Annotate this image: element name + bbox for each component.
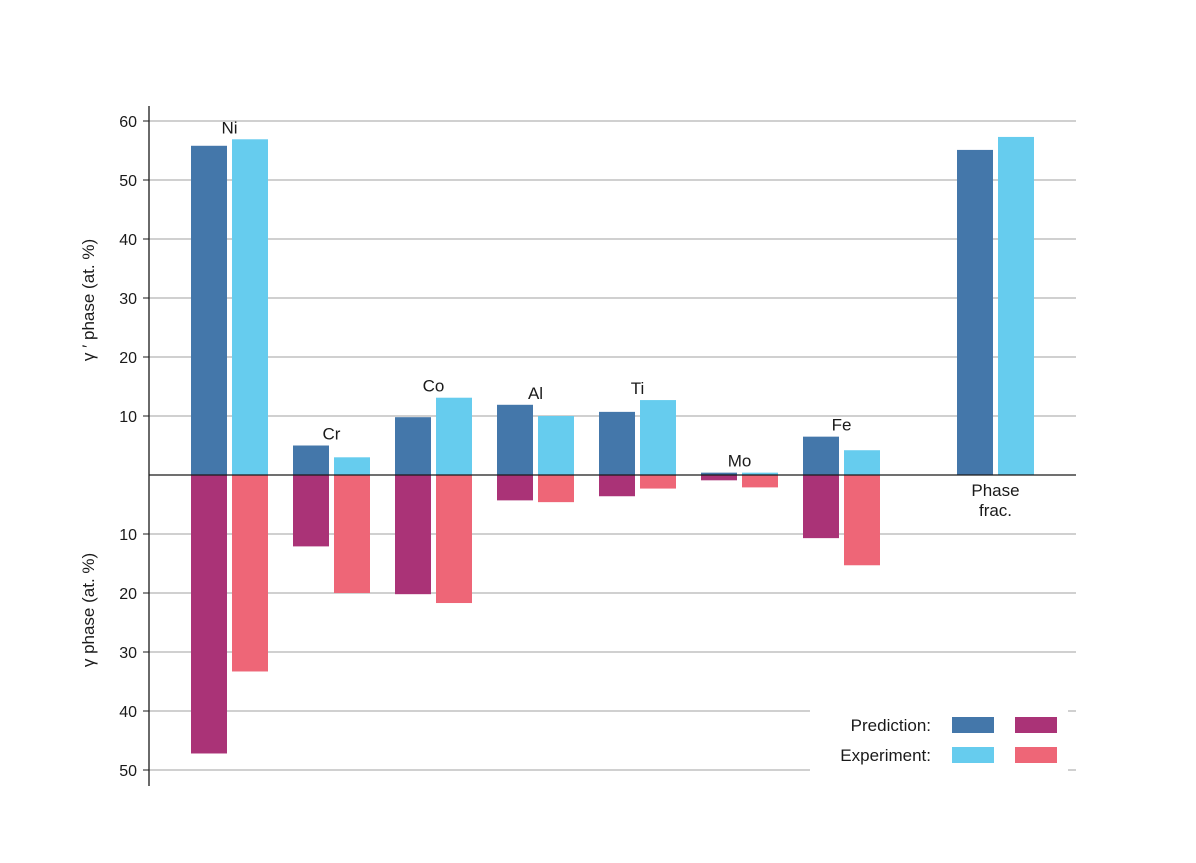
y-tick-label: 20 xyxy=(119,586,137,603)
bars-group xyxy=(191,136,1034,754)
bar-gamma-prime xyxy=(395,417,431,475)
category-label: Co xyxy=(423,377,445,396)
bar-gamma xyxy=(538,475,574,503)
bar-gamma-prime xyxy=(497,404,533,475)
bar-gamma-prime xyxy=(538,416,574,475)
legend-swatch xyxy=(1015,717,1057,733)
category-label: Phase xyxy=(971,481,1019,500)
bar-gamma-prime xyxy=(957,149,993,475)
y-tick-label: 30 xyxy=(119,291,137,308)
bar-gamma xyxy=(191,475,227,754)
bar-gamma-prime xyxy=(599,411,635,475)
y-tick-label: 10 xyxy=(119,409,137,426)
bar-gamma xyxy=(232,475,268,672)
bar-gamma xyxy=(293,475,329,547)
category-label: Ni xyxy=(221,118,237,137)
bar-gamma xyxy=(334,475,370,593)
bar-gamma xyxy=(701,475,737,481)
bar-gamma-prime xyxy=(334,457,370,475)
bar-gamma-prime xyxy=(701,472,737,475)
bar-gamma-prime xyxy=(844,450,880,475)
bar-gamma xyxy=(395,475,431,595)
y-tick-label: 20 xyxy=(119,350,137,367)
bar-gamma-prime xyxy=(436,397,472,475)
bar-gamma xyxy=(803,475,839,539)
bar-gamma-prime xyxy=(742,472,778,475)
legend-label: Experiment: xyxy=(840,746,931,765)
bar-gamma-prime xyxy=(232,139,268,476)
bar-gamma-prime xyxy=(998,136,1034,475)
bar-gamma xyxy=(599,475,635,497)
y-tick-label: 50 xyxy=(119,173,137,190)
bar-gamma xyxy=(844,475,880,566)
bar-gamma xyxy=(436,475,472,604)
y-tick-label: 10 xyxy=(119,527,137,544)
category-label: Fe xyxy=(832,416,852,435)
y-tick-label: 30 xyxy=(119,645,137,662)
y-tick-label: 60 xyxy=(119,114,137,131)
legend-swatch xyxy=(1015,747,1057,763)
legend-swatch xyxy=(952,717,994,733)
bar-gamma xyxy=(742,475,778,488)
y-axis-label-lower: γ phase (at. %) xyxy=(79,553,98,667)
bar-gamma xyxy=(497,475,533,501)
bar-gamma xyxy=(640,475,676,489)
y-axis-label-upper: γ ′ phase (at. %) xyxy=(79,239,98,361)
y-tick-label: 50 xyxy=(119,763,137,780)
bar-gamma-prime xyxy=(640,400,676,475)
legend-label: Prediction: xyxy=(851,716,931,735)
axes-group: 10 20 30 40 50 60 10 20 30 40 50 xyxy=(119,106,1076,786)
category-label: Al xyxy=(528,384,543,403)
category-label: Cr xyxy=(323,425,341,444)
bar-gamma-prime xyxy=(803,436,839,475)
bar-gamma-prime xyxy=(191,145,227,475)
category-label: Ti xyxy=(631,379,645,398)
bar-gamma-prime xyxy=(293,445,329,475)
y-tick-label: 40 xyxy=(119,704,137,721)
legend-background xyxy=(810,702,1068,779)
y-tick-label: 40 xyxy=(119,232,137,249)
category-label: Mo xyxy=(728,452,752,471)
category-label: frac. xyxy=(979,501,1012,520)
legend: Prediction: Experiment: xyxy=(810,702,1068,779)
legend-swatch xyxy=(952,747,994,763)
